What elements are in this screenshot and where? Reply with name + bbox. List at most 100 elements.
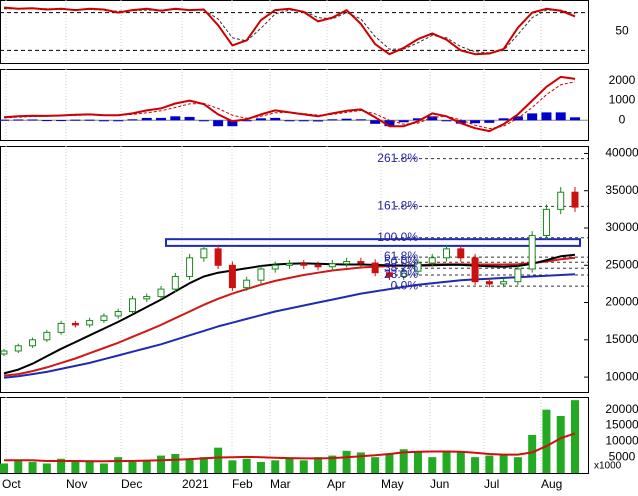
macd-histogram-bar — [298, 120, 309, 122]
volume-bar — [42, 463, 51, 473]
fibonacci-label-4: 50.0% — [384, 254, 418, 268]
price-candle-body — [357, 261, 365, 264]
price-candle-body — [414, 262, 422, 272]
volume-bar — [199, 457, 208, 473]
macd-histogram-bar — [255, 118, 266, 121]
price-panel-frame — [0, 146, 589, 393]
volume-bar — [71, 461, 80, 473]
price-candle-body — [71, 322, 79, 326]
volume-bar — [256, 461, 265, 473]
price-candle-body — [328, 263, 336, 268]
price-candle-body — [542, 208, 550, 236]
volume-bar — [214, 447, 223, 473]
price-candle-body — [57, 322, 65, 333]
price-candle-body — [300, 263, 308, 266]
price-candle-body — [171, 275, 179, 290]
volume-tick-label-0: 20000 — [605, 402, 638, 416]
macd-histogram-bar — [141, 117, 152, 121]
price-candle-body — [100, 315, 108, 321]
macd-histogram-bar — [370, 120, 381, 124]
fibonacci-label-2: 100.0% — [377, 230, 418, 244]
price-candle-body — [385, 272, 393, 277]
volume-bar — [28, 461, 37, 473]
macd-histogram-bar — [484, 120, 495, 123]
price-candle-body — [314, 264, 322, 268]
macd-histogram-bar — [570, 117, 580, 121]
price-candle-body — [485, 281, 493, 285]
volume-bar — [513, 457, 522, 473]
volume-bar — [556, 416, 565, 473]
stochastic-tick-label: 50 — [615, 24, 629, 38]
volume-bar — [285, 458, 294, 473]
volume-bar — [456, 452, 465, 473]
volume-bar — [399, 449, 408, 473]
macd-histogram-bar — [470, 120, 481, 124]
price-candle-body — [157, 288, 165, 298]
volume-unit-label: x1000 — [594, 461, 622, 472]
macd-histogram-bar — [441, 120, 452, 122]
fibonacci-label-7: 0.0% — [391, 278, 419, 292]
volume-bar — [528, 435, 537, 473]
x-axis-month-label-5: Mar — [270, 477, 291, 491]
price-ma-blue-line — [3, 273, 576, 379]
macd-histogram-bar — [541, 112, 552, 121]
volume-bar — [413, 452, 422, 473]
macd-histogram-bar — [213, 120, 224, 127]
price-candle-body — [571, 191, 579, 208]
macd-histogram-bar — [313, 120, 324, 122]
volume-bar — [85, 460, 94, 473]
fibonacci-label-1: 161.8% — [377, 199, 418, 213]
volume-bar — [242, 458, 251, 473]
price-candle-body — [500, 281, 508, 285]
volume-bar — [299, 460, 308, 473]
price-candle-body — [86, 319, 94, 326]
x-axis-month-label-8: Jun — [430, 477, 449, 491]
macd-histogram-bar — [98, 120, 109, 122]
volume-bar — [356, 452, 365, 473]
fibonacci-label-3: 61.8% — [384, 249, 418, 263]
fibonacci-label-0: 261.8% — [377, 151, 418, 165]
macd-histogram-bar — [327, 119, 338, 121]
price-candle-body — [400, 270, 408, 277]
volume-bar — [328, 455, 337, 473]
macd-histogram-bar — [555, 112, 566, 121]
volume-bar — [371, 457, 380, 473]
volume-bar — [99, 463, 108, 473]
price-candle-body — [471, 257, 479, 283]
volume-tick-label-1: 15000 — [605, 418, 638, 432]
macd-histogram-bar — [341, 118, 352, 121]
price-ma-red-line — [3, 256, 576, 377]
macd-histogram-bar — [284, 120, 295, 122]
price-candle-body — [14, 345, 22, 352]
price-candle-body — [514, 268, 522, 283]
macd-tick-label-2: 0 — [619, 112, 626, 126]
price-tick-label-4: 20000 — [605, 295, 638, 309]
price-candle-body — [0, 350, 8, 355]
price-candle-body — [214, 248, 222, 266]
volume-bar — [0, 463, 8, 473]
macd-histogram-bar — [198, 120, 209, 122]
fibonacci-label-5: 38.2% — [384, 260, 418, 274]
price-candle-body — [257, 268, 265, 281]
volume-tick-label-3: 5000 — [609, 449, 636, 463]
volume-bar — [385, 454, 394, 473]
macd-tick-label-1: 1000 — [609, 93, 636, 107]
price-candle-body — [371, 262, 379, 274]
macd-panel-frame — [0, 69, 589, 141]
price-candle-body — [528, 234, 536, 270]
macd-histogram-bar — [384, 120, 395, 127]
volume-bar — [57, 458, 66, 473]
price-candle-body — [443, 248, 451, 259]
x-axis-month-label-6: Apr — [327, 477, 346, 491]
volume-bar — [542, 409, 551, 473]
macd-histogram-bar — [355, 119, 366, 121]
volume-bar — [157, 455, 166, 473]
volume-bar — [185, 458, 194, 473]
volume-bar — [314, 457, 323, 473]
price-tick-label-1: 35000 — [605, 183, 638, 197]
price-candle-body — [343, 261, 351, 265]
price-candle-body — [114, 310, 122, 317]
macd-histogram-bar — [27, 119, 38, 121]
